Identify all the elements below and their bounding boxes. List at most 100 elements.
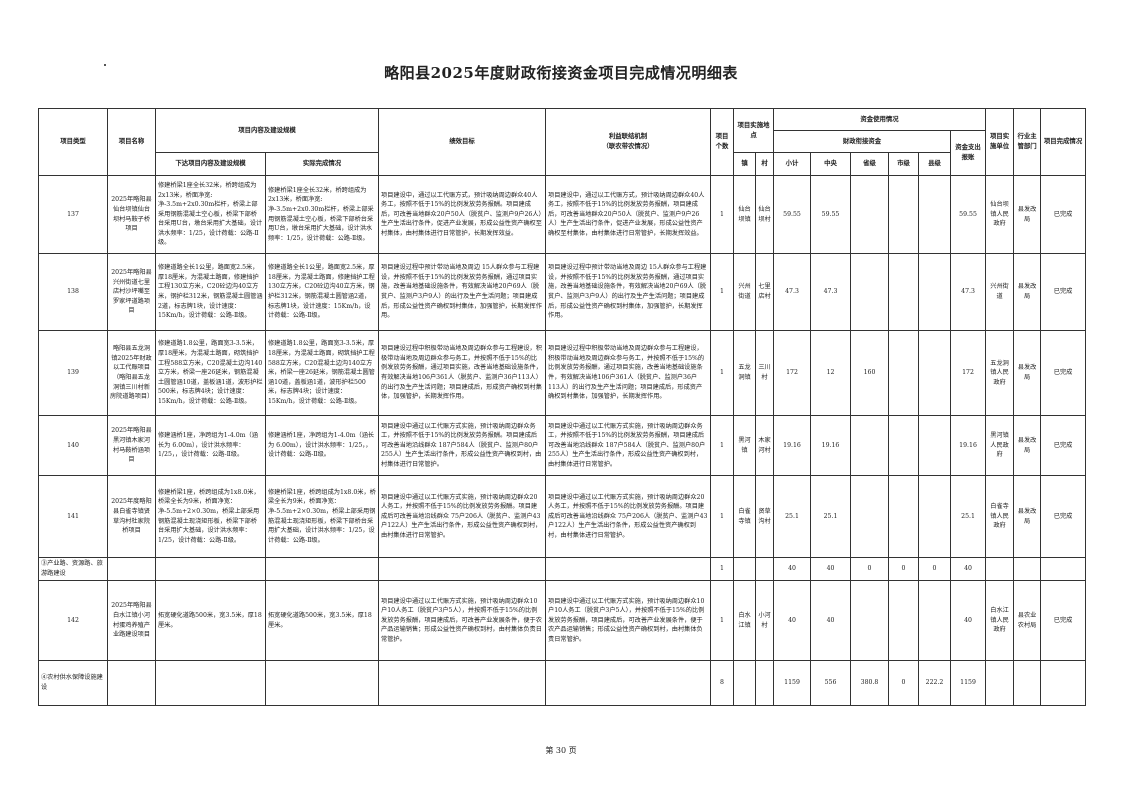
cell-reimbursed: 19.16 (950, 415, 987, 476)
cell-type: 139 (38, 330, 108, 416)
cell-town (733, 660, 757, 706)
cell-dept: 县发改局 (1013, 253, 1042, 331)
cell-province (850, 253, 890, 331)
cell-dept: 县发改局 (1013, 475, 1042, 558)
cell-unit: 白水江镇人民政府 (985, 580, 1015, 661)
cell-province: 0 (850, 557, 890, 581)
cell-status: 已完成 (1040, 253, 1087, 331)
cell-town: 五龙洞镇 (733, 330, 757, 416)
header-name: 项目名称 (107, 108, 156, 176)
cell-county (918, 175, 952, 254)
header-city: 市级 (888, 152, 920, 176)
cell-central: 556 (810, 660, 852, 706)
cell-village (755, 557, 775, 581)
header-location-group: 项目实施地点 (733, 108, 775, 153)
cell-status: 已完成 (1040, 175, 1087, 254)
cell-central: 59.55 (810, 175, 852, 254)
cell-count: 1 (710, 175, 735, 254)
cell-province: 380.8 (850, 660, 890, 706)
cell-county (918, 330, 952, 416)
cell-county (918, 475, 952, 558)
cell-status (1040, 660, 1087, 706)
header-subtotal: 小计 (773, 152, 812, 176)
cell-village (755, 660, 775, 706)
header-reimbursed: 资金支出报账 (950, 130, 987, 176)
cell-subtotal: 1159 (773, 660, 812, 706)
cell-actual: 拓宽硬化道路500米，宽3.5米，厚18厘米。 (264, 580, 380, 661)
cell-unit: 五龙洞镇人民政府 (985, 330, 1015, 416)
cell-village: 贤草沟村 (755, 475, 775, 558)
cell-reimbursed: 40 (950, 580, 987, 661)
cell-subtotal: 172 (773, 330, 812, 416)
cell-central: 40 (810, 580, 852, 661)
cell-planned (155, 557, 266, 581)
header-county: 县级 (918, 152, 952, 176)
cell-town: 仙台坝镇 (733, 175, 757, 254)
cell-actual: 修建道路1.8公里，路面宽3-3.5米，厚18厘米，为混凝土路面，砌筑挡护工程5… (264, 330, 380, 416)
cell-dept (1013, 557, 1042, 581)
cell-type: ④农村供水保障设施建设 (38, 660, 108, 706)
cell-town: 白水江镇 (733, 580, 757, 661)
cell-actual (264, 660, 380, 706)
cell-planned: 修建桥梁1座全长32米，桥跨组成为2x13米，桥面净宽:净-3.5m+2x0.3… (155, 175, 266, 254)
header-unit: 项目实施单位 (985, 108, 1015, 176)
cell-name (107, 557, 156, 581)
cell-city (888, 475, 920, 558)
cell-county (918, 415, 952, 476)
cell-count: 1 (710, 580, 735, 661)
header-province: 省级 (850, 152, 890, 176)
cell-count: 1 (710, 330, 735, 416)
header-status: 项目完成情况 (1040, 108, 1087, 176)
table-row: 142 2025年略阳县白水江镇小河村蛋鸡养殖产业路建设项目 拓宽硬化道路500米，… (38, 580, 1087, 661)
cell-benefit (545, 660, 712, 706)
cell-village: 三川村 (755, 330, 775, 416)
cell-city (888, 253, 920, 331)
cell-planned: 修建道路1.8公里，路面宽3-3.5米，厚18厘米，为混凝土路面，砌筑挡护工程5… (155, 330, 266, 416)
table-row: 139 略阳县五龙洞镇2025年财政以工代赈项目（略阳县五龙洞镇三川村新房院道路项… (38, 330, 1087, 416)
cell-subtotal: 40 (773, 557, 812, 581)
cell-planned: 拓宽硬化道路500米，宽3.5米，厚18厘米。 (155, 580, 266, 661)
cell-unit (985, 557, 1015, 581)
cell-unit: 黑河镇人民政府 (985, 415, 1015, 476)
cell-status: 已完成 (1040, 580, 1087, 661)
cell-village: 仙台坝村 (755, 175, 775, 254)
header-fiscal-group: 财政衔接资金 (773, 130, 952, 153)
cell-dept: 县农业农村局 (1013, 580, 1042, 661)
table-body: 137 2025年略阳县仙台坝镇仙台坝村马鞍子桥项目 修建桥梁1座全长32米，桥跨组… (38, 175, 1087, 706)
cell-actual: 修建桥梁1座，桥跨组成为1x8.0米，桥梁全长为9米，桥面净宽：净-5.5m+2… (264, 475, 380, 558)
cell-count: 1 (710, 415, 735, 476)
table-row: 137 2025年略阳县仙台坝镇仙台坝村马鞍子桥项目 修建桥梁1座全长32米，桥跨组… (38, 175, 1087, 254)
section-row: ④农村供水保障设施建设 8 1159 556 380.8 0 222.2 1159 (38, 660, 1087, 706)
cell-city (888, 415, 920, 476)
cell-subtotal: 25.1 (773, 475, 812, 558)
cell-planned: 修建涵桥1座，净跨组为1-4.0m（涵长为 6.00m），设计洪水频率：1/25… (155, 415, 266, 476)
cell-central: 12 (810, 330, 852, 416)
cell-count: 1 (710, 557, 735, 581)
cell-goal (378, 660, 547, 706)
cell-unit: 白雀寺镇人民政府 (985, 475, 1015, 558)
table-row: 141 2025年度略阳县白雀寺镇贤草沟村杜家院桥项目 修建桥梁1座，桥跨组成为1x… (38, 475, 1087, 558)
cell-city (888, 175, 920, 254)
cell-reimbursed: 1159 (950, 660, 987, 706)
page-title: 略阳县2025年度财政衔接资金项目完成情况明细表 (384, 64, 738, 82)
cell-city (888, 580, 920, 661)
cell-actual: 修建道路全长1公里，路面宽2.5米，厚18厘米，为混凝土路面，修建挡护工程130… (264, 253, 380, 331)
cell-subtotal: 59.55 (773, 175, 812, 254)
section-row: ③产业路、资源路、旅游路建设 1 40 40 0 0 0 40 (38, 557, 1087, 581)
cell-name: 略阳县五龙洞镇2025年财政以工代赈项目（略阳县五龙洞镇三川村新房院道路项目） (107, 330, 156, 416)
cell-province (850, 475, 890, 558)
cell-city: 0 (888, 557, 920, 581)
table-row: 140 2025年略阳县黑河镇木家河村马鞍桥涵项目 修建涵桥1座，净跨组为1-4.0… (38, 415, 1087, 476)
cell-province (850, 415, 890, 476)
cell-benefit: 项目建设中通过以工代赈方式实施，预计吸纳周边群众10户10人务工（脱贫户3户5人… (545, 580, 712, 661)
cell-unit (985, 660, 1015, 706)
cell-name: 2025年略阳县兴州街道七里店村沙坪嘴至罗家坪道路项目 (107, 253, 156, 331)
cell-town (733, 557, 757, 581)
cell-planned: 修建道路全长1公里，路面宽2.5米，厚18厘米，为混凝土路面，修建挡护工程130… (155, 253, 266, 331)
cell-actual (264, 557, 380, 581)
header-fund-group: 资金使用情况 (773, 108, 987, 131)
cell-name: 2025年略阳县仙台坝镇仙台坝村马鞍子桥项目 (107, 175, 156, 254)
cell-county: 222.2 (918, 660, 952, 706)
header-benefit: 利益联结机制 （联农带农情况） (545, 108, 712, 176)
cell-central: 40 (810, 557, 852, 581)
